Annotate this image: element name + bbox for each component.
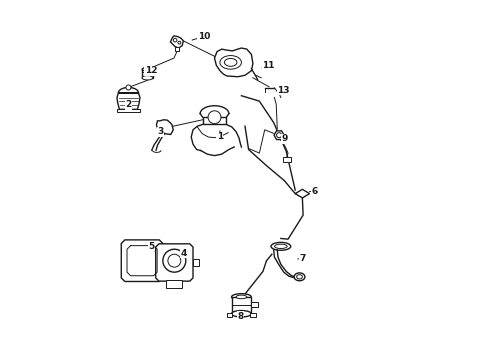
Polygon shape	[156, 120, 173, 134]
Text: 9: 9	[281, 134, 288, 143]
Bar	[232, 297, 251, 314]
Ellipse shape	[232, 311, 251, 317]
Polygon shape	[171, 36, 183, 48]
Polygon shape	[156, 244, 193, 281]
Circle shape	[173, 39, 177, 42]
Ellipse shape	[274, 244, 287, 248]
Text: 10: 10	[197, 32, 210, 41]
Text: 2: 2	[125, 100, 132, 109]
Bar	[251, 302, 258, 307]
Bar	[117, 109, 140, 112]
Ellipse shape	[142, 76, 153, 80]
Text: 6: 6	[312, 187, 318, 196]
Text: 11: 11	[262, 62, 274, 71]
Bar	[193, 259, 199, 266]
Text: 5: 5	[148, 242, 155, 251]
Bar	[283, 157, 291, 162]
Text: 8: 8	[238, 312, 244, 321]
Ellipse shape	[142, 67, 153, 72]
Text: 12: 12	[145, 66, 157, 75]
Polygon shape	[117, 87, 140, 109]
Circle shape	[168, 254, 181, 267]
Ellipse shape	[236, 295, 247, 299]
Bar	[227, 313, 232, 318]
Bar	[250, 313, 256, 318]
Ellipse shape	[296, 275, 302, 279]
Bar	[167, 280, 182, 288]
Ellipse shape	[232, 294, 251, 300]
Text: 7: 7	[299, 255, 306, 264]
Ellipse shape	[271, 242, 291, 250]
Ellipse shape	[224, 58, 237, 66]
Circle shape	[208, 111, 221, 124]
Ellipse shape	[220, 55, 242, 69]
Text: 3: 3	[158, 127, 164, 136]
Text: 4: 4	[181, 249, 187, 258]
Ellipse shape	[294, 273, 305, 281]
Polygon shape	[215, 48, 253, 77]
Circle shape	[126, 85, 131, 90]
Bar	[203, 117, 226, 125]
Polygon shape	[274, 131, 284, 140]
Circle shape	[178, 41, 181, 44]
Text: 1: 1	[217, 132, 223, 141]
Polygon shape	[122, 240, 163, 282]
Circle shape	[276, 133, 282, 138]
Bar	[175, 47, 179, 51]
Polygon shape	[295, 189, 310, 198]
Text: 13: 13	[277, 86, 290, 95]
Circle shape	[163, 249, 186, 272]
Bar	[142, 69, 153, 78]
